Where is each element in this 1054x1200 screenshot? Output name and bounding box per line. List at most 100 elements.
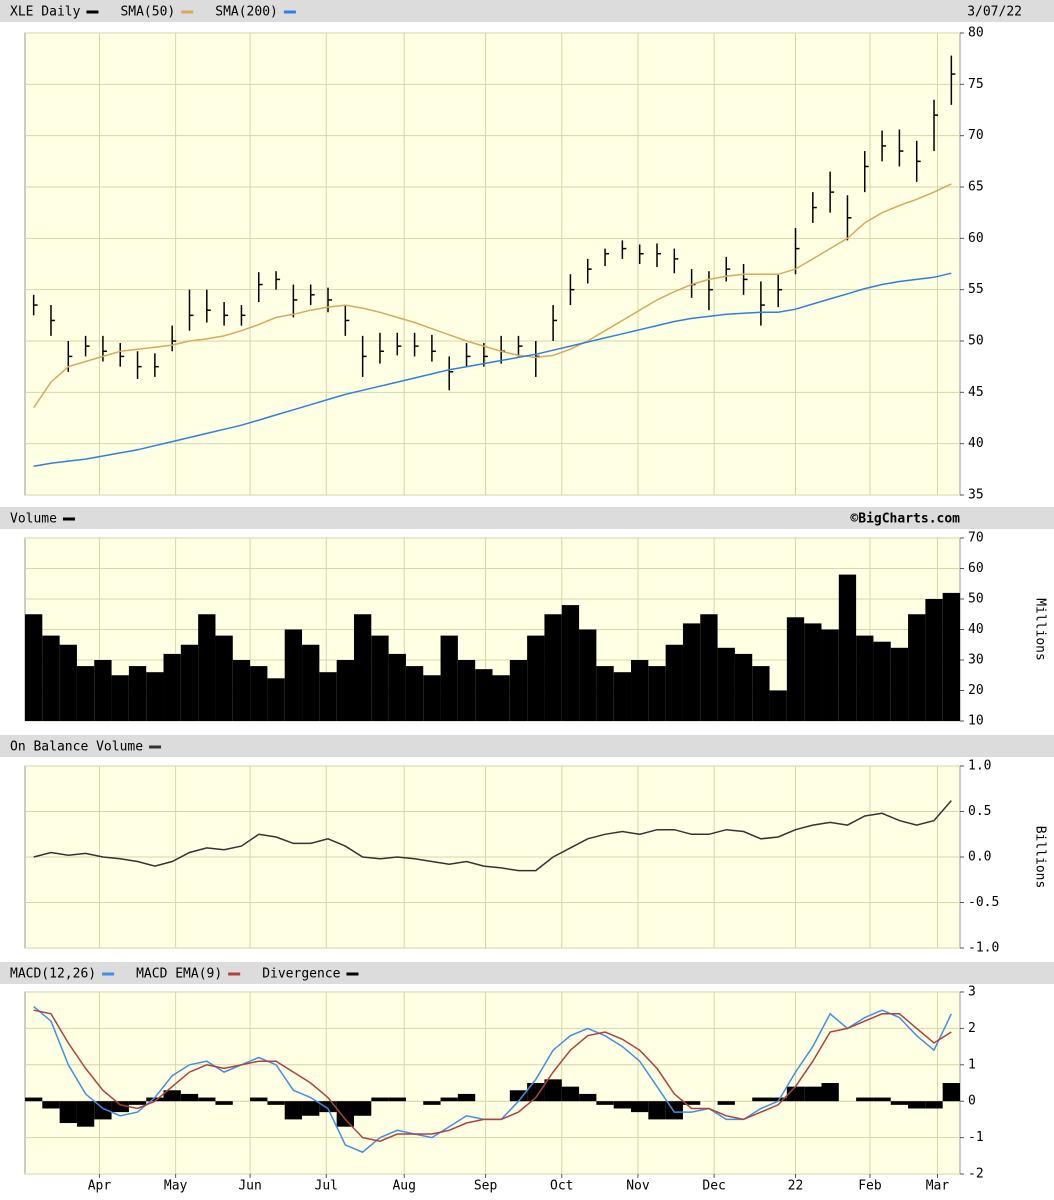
bar	[492, 675, 510, 721]
bar	[908, 1101, 926, 1109]
bar	[76, 1101, 95, 1127]
y-tick-label: 35	[968, 488, 984, 503]
legend-label: On Balance Volume	[10, 740, 143, 755]
bar	[942, 592, 960, 721]
x-tick-label: Oct	[550, 1179, 573, 1194]
x-tick-label: Apr	[88, 1179, 112, 1194]
legend-label: Volume	[10, 512, 57, 527]
bar	[613, 1101, 632, 1109]
bar	[734, 653, 753, 721]
bar	[371, 635, 389, 721]
bar	[873, 1097, 891, 1102]
y-tick-label: 55	[968, 282, 984, 297]
bar	[94, 660, 112, 721]
bar	[700, 614, 718, 721]
bar	[804, 623, 822, 721]
y-tick-label: 70	[968, 531, 984, 546]
bar	[423, 1101, 441, 1105]
panel-header	[0, 0, 1054, 22]
panel-header	[0, 507, 1054, 529]
bar	[457, 1093, 476, 1102]
bar	[717, 1101, 735, 1105]
bar	[267, 678, 285, 721]
bar	[198, 614, 216, 721]
bar	[388, 653, 406, 721]
bar	[509, 660, 528, 721]
bar	[146, 672, 164, 721]
bar	[527, 1083, 545, 1102]
x-tick-label: May	[164, 1179, 188, 1194]
bar	[682, 623, 701, 721]
y-tick-label: 40	[968, 622, 984, 637]
bar	[596, 1101, 614, 1105]
bar	[371, 1097, 389, 1102]
bar	[873, 641, 891, 721]
panel-header	[0, 735, 1054, 757]
bar	[42, 1101, 60, 1109]
x-tick-label: Sep	[474, 1179, 498, 1194]
x-tick-label: Aug	[392, 1179, 415, 1194]
plot-area	[24, 991, 961, 1175]
bar	[284, 1101, 303, 1120]
y-tick-label: -1	[968, 1130, 984, 1145]
bar	[925, 599, 943, 721]
legend-label: SMA(50)	[120, 5, 175, 20]
bar	[250, 1097, 268, 1102]
series-line	[33, 272, 952, 468]
bar	[631, 660, 649, 721]
bar	[59, 1101, 77, 1124]
bar	[890, 1101, 909, 1105]
y-tick-label: 40	[968, 436, 984, 451]
bar	[215, 1101, 233, 1105]
bar	[59, 644, 77, 721]
bar	[682, 1101, 701, 1105]
bar	[302, 644, 320, 721]
y-tick-label: 2	[968, 1021, 976, 1036]
bar	[198, 1097, 216, 1102]
bar	[942, 1083, 960, 1102]
y-tick-label: 65	[968, 180, 984, 195]
x-tick-label: 22	[788, 1179, 804, 1194]
x-tick-label: Nov	[626, 1179, 650, 1194]
x-tick-label: Mar	[926, 1179, 950, 1194]
bar	[752, 666, 770, 721]
y-axis-label: Millions	[1033, 598, 1048, 661]
bar	[163, 653, 181, 721]
y-tick-label: -2	[968, 1167, 984, 1182]
y-tick-label: -1.0	[968, 941, 999, 956]
legend-label: Divergence	[262, 967, 340, 982]
bar	[717, 647, 735, 721]
y-tick-label: 10	[968, 714, 984, 729]
bar	[579, 1093, 597, 1102]
bar	[509, 1090, 528, 1102]
bar	[336, 660, 354, 721]
y-tick-label: 0	[968, 1094, 976, 1109]
bar	[215, 635, 233, 721]
y-axis-label: Billions	[1033, 826, 1048, 889]
bar	[769, 690, 787, 721]
bar	[25, 614, 43, 721]
y-tick-label: 20	[968, 683, 984, 698]
x-tick-label: Dec	[702, 1179, 725, 1194]
y-tick-label: 1.0	[968, 759, 991, 774]
bar	[925, 1101, 943, 1109]
chart-date: 3/07/22	[967, 5, 1022, 20]
x-tick-label: Feb	[858, 1179, 882, 1194]
bar	[336, 1101, 354, 1127]
bar	[319, 1101, 337, 1113]
legend-label: SMA(200)	[215, 5, 278, 20]
credit: ©BigCharts.com	[850, 512, 960, 527]
y-tick-label: 0.0	[968, 850, 991, 865]
bar	[180, 1093, 199, 1102]
x-tick-label: Jun	[238, 1179, 261, 1194]
bar	[353, 614, 372, 721]
bar	[838, 574, 857, 721]
bar	[440, 1097, 458, 1102]
bar	[908, 614, 926, 721]
bar	[163, 1090, 181, 1102]
bar	[319, 672, 337, 721]
y-tick-label: 75	[968, 77, 984, 92]
bar	[561, 1086, 580, 1102]
series-line	[33, 183, 952, 409]
bar	[250, 666, 268, 721]
